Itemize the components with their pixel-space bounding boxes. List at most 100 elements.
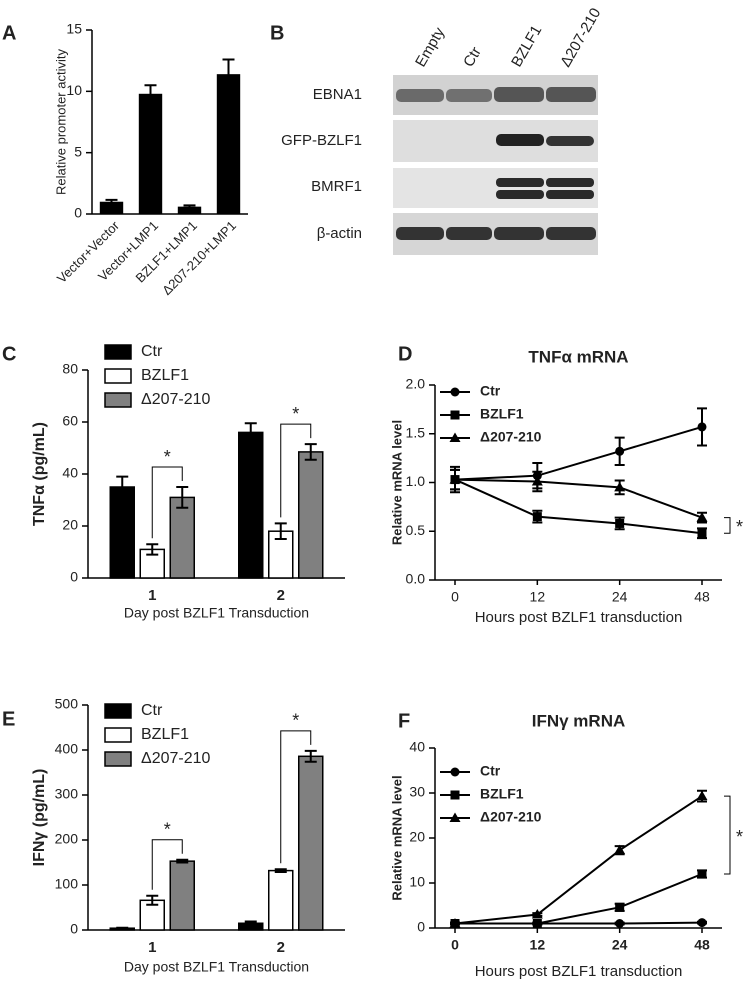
x-tick-label: 12: [530, 937, 546, 953]
legend-label: Δ207-210: [141, 391, 211, 408]
legend-label: Δ207-210: [480, 429, 542, 445]
y-tick-label: 0: [70, 921, 78, 937]
bar: [298, 451, 324, 579]
x-tick-label: 24: [612, 589, 628, 605]
y-tick-label: 1.0: [406, 473, 426, 489]
x-axis-label: Day post BZLF1 Transduction: [124, 605, 309, 621]
line: [454, 795, 703, 925]
marker: [614, 481, 626, 492]
marker: [449, 474, 461, 484]
error-bar: [105, 198, 118, 205]
marker: [697, 918, 707, 928]
y-axis-label: Relative mRNA level: [389, 775, 404, 900]
y-tick-label: 0: [74, 205, 82, 221]
marker: [696, 512, 708, 522]
bar: [298, 755, 324, 931]
y-tick-label: 400: [55, 741, 79, 757]
error-bar: [304, 443, 317, 461]
marker: [450, 410, 460, 420]
annotation: *: [736, 827, 743, 847]
line: [454, 478, 703, 519]
y-tick-label: 40: [62, 465, 78, 481]
blot-lane-label: BZLF1: [508, 22, 545, 69]
y-tick-label: 80: [62, 361, 78, 377]
legend-swatch: [104, 751, 132, 767]
marker: [532, 919, 542, 928]
blot-row-label: β-actin: [317, 225, 362, 242]
y-tick-label: 15: [66, 21, 82, 37]
marker: [449, 918, 461, 928]
line: [455, 873, 703, 925]
error-bar: [176, 858, 189, 864]
bar: [169, 496, 195, 579]
marker: [615, 446, 625, 456]
annotation: *: [736, 517, 743, 537]
x-tick-label: 1: [148, 587, 156, 604]
y-tick-label: 0: [417, 919, 425, 935]
x-tick-label: 1: [148, 939, 156, 956]
annotation: *: [292, 404, 299, 424]
error-bar: [222, 58, 235, 90]
error-bar: [244, 422, 257, 443]
significance-bracket: [280, 423, 312, 518]
annotation: *: [164, 447, 171, 467]
x-tick-label: 0: [451, 589, 459, 605]
significance-bracket: [151, 839, 183, 890]
legend-label: Ctr: [141, 702, 163, 719]
marker: [532, 512, 542, 522]
marker: [450, 790, 460, 800]
bar: [268, 869, 294, 931]
x-axis-label: Hours post BZLF1 transduction: [475, 963, 683, 980]
error-bar: [244, 920, 257, 927]
bar: [109, 486, 135, 579]
blot: [393, 75, 598, 255]
panel-letter: C: [2, 343, 16, 365]
y-axis-label: IFNγ (pg/mL): [31, 769, 48, 867]
y-tick-label: 10: [409, 874, 425, 890]
blot-row-label: EBNA1: [313, 86, 362, 103]
x-tick-label: 2: [277, 587, 285, 604]
significance-bracket: [280, 730, 312, 864]
chart-title: IFNγ mRNA: [532, 711, 626, 730]
y-tick-label: 2.0: [406, 376, 426, 392]
panel-letter: D: [398, 343, 412, 365]
significance-bracket: [151, 466, 183, 539]
panel-letter: A: [2, 22, 16, 44]
y-tick-label: 0: [70, 569, 78, 585]
line: [454, 478, 703, 535]
line: [454, 425, 703, 481]
x-axis-label: Hours post BZLF1 transduction: [475, 609, 683, 626]
y-tick-label: 30: [409, 784, 425, 800]
x-tick-label: 48: [694, 589, 710, 605]
y-axis-label: TNFα (pg/mL): [31, 422, 48, 526]
legend-label: BZLF1: [141, 367, 189, 384]
x-axis-label: Day post BZLF1 Transduction: [124, 959, 309, 975]
blot-row-label: BMRF1: [311, 178, 362, 195]
significance-bracket: [724, 517, 731, 534]
y-tick-label: 60: [62, 413, 78, 429]
y-axis-label: Relative mRNA level: [389, 420, 404, 545]
marker: [614, 844, 626, 855]
blot-lane-label: Ctr: [460, 44, 485, 70]
marker: [697, 528, 707, 538]
bar: [177, 206, 202, 214]
blot-row-label: GFP-BZLF1: [281, 132, 362, 149]
marker: [615, 518, 625, 528]
y-tick-label: 200: [55, 831, 79, 847]
error-bar: [183, 204, 196, 209]
bar: [169, 860, 195, 931]
marker: [531, 476, 543, 486]
x-tick-label: 12: [530, 589, 546, 605]
y-tick-label: 40: [409, 739, 425, 755]
bar: [238, 431, 264, 579]
error-bar: [116, 475, 129, 499]
legend-label: Δ207-210: [141, 750, 211, 767]
panel-letter: F: [398, 710, 410, 732]
legend-label: BZLF1: [141, 726, 189, 743]
marker: [449, 812, 461, 822]
marker: [697, 422, 707, 432]
legend-swatch: [104, 344, 132, 360]
x-tick-label: Δ207-210+LMP1: [159, 218, 239, 298]
y-tick-label: 1.5: [406, 424, 426, 440]
legend-label: BZLF1: [480, 786, 524, 802]
